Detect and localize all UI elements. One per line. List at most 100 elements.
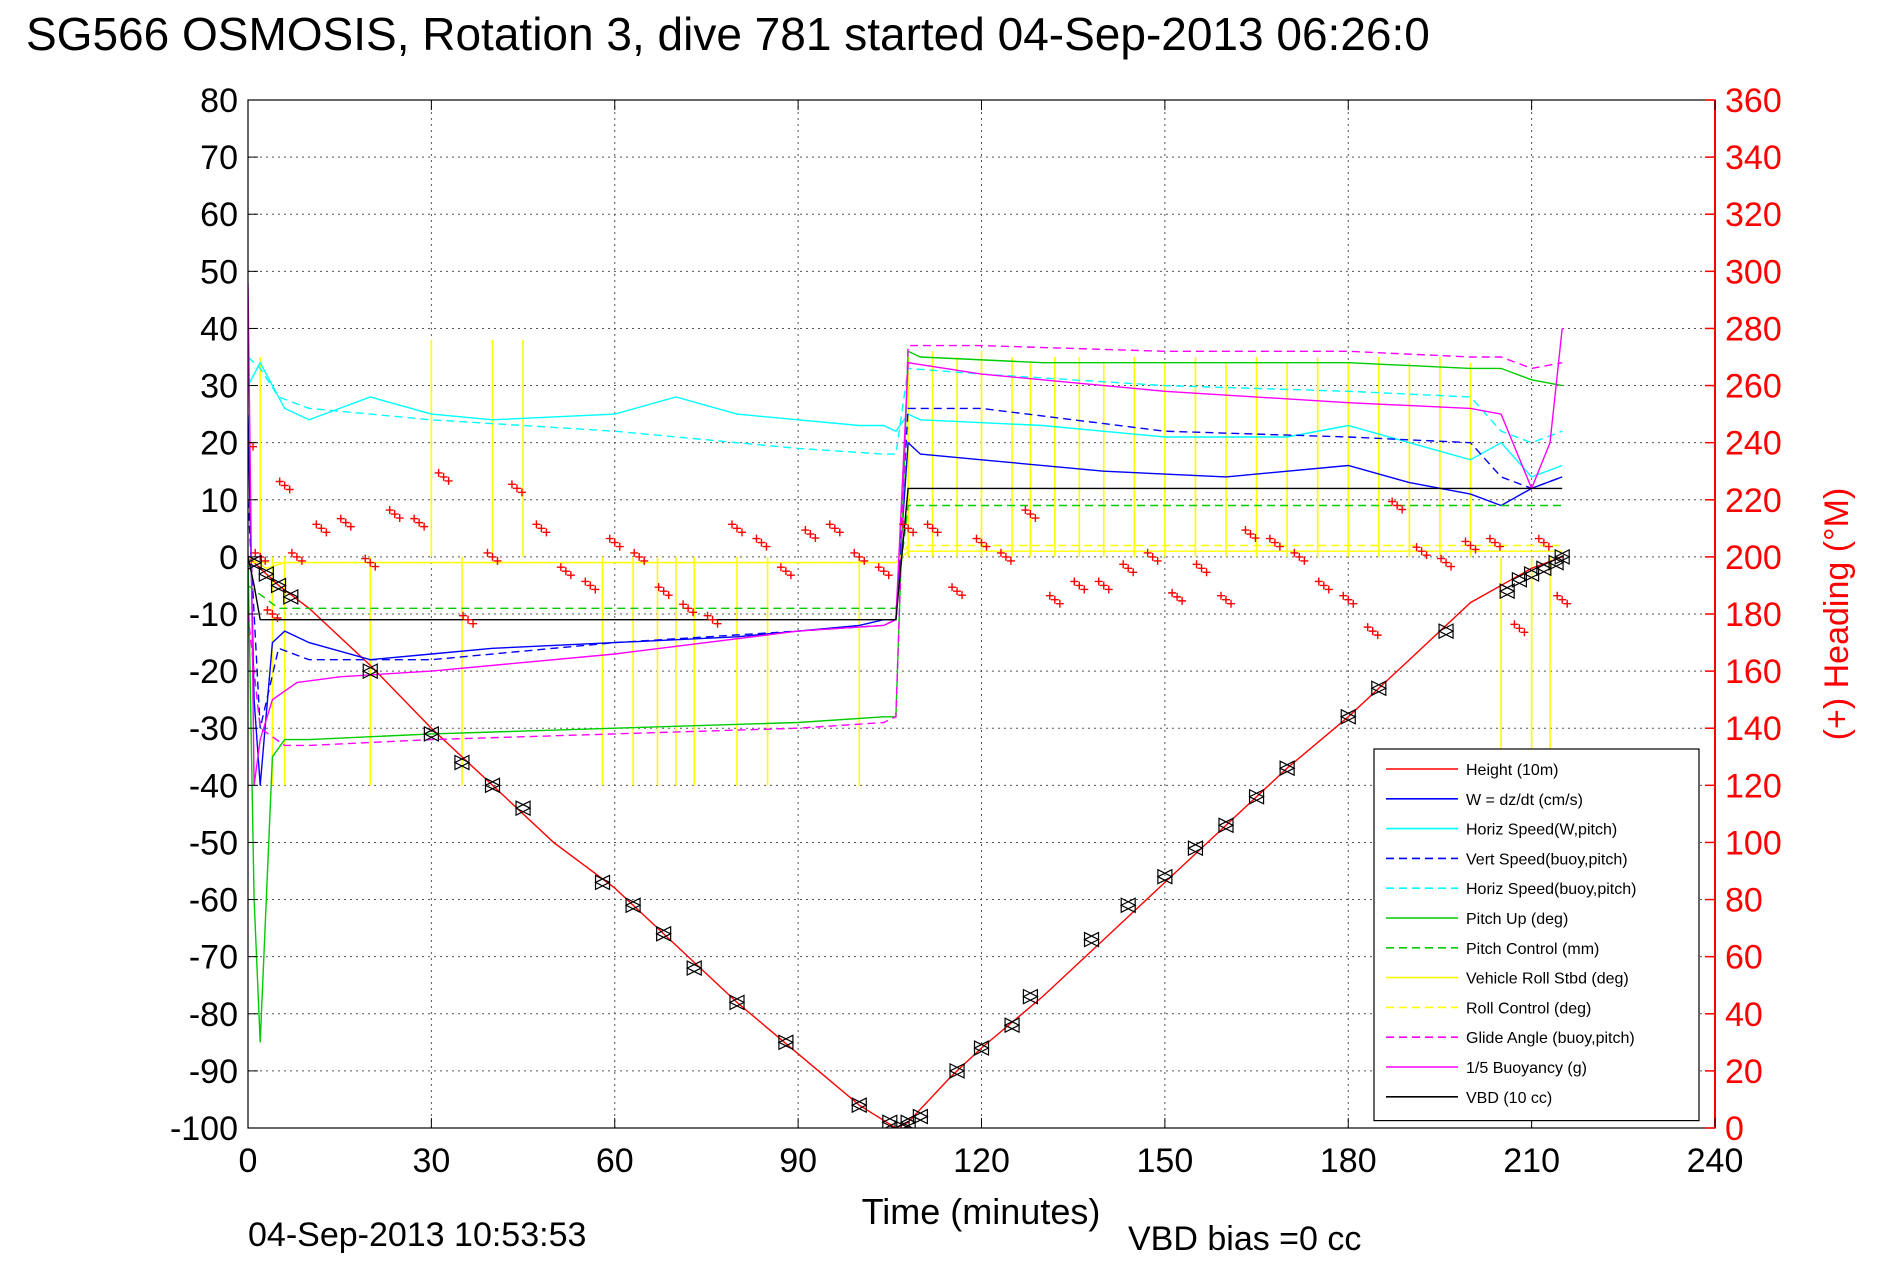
depth-marker [685, 960, 703, 977]
heading-marker [1368, 627, 1377, 636]
heading-marker [679, 600, 688, 609]
x-tick-label: 210 [1503, 1142, 1560, 1180]
heading-marker [850, 548, 859, 557]
y2-tick-label: 300 [1725, 253, 1782, 291]
depth-marker [270, 577, 287, 594]
depth-marker [1498, 583, 1516, 600]
depth-marker [1553, 548, 1571, 565]
heading-marker [517, 488, 526, 497]
heading-marker [762, 542, 771, 551]
heading-markers [248, 438, 1572, 640]
heading-marker [654, 583, 663, 592]
heading-marker [561, 567, 570, 576]
depth-marker [423, 725, 440, 742]
depth-marker [453, 754, 471, 771]
y2-tick-label: 260 [1725, 368, 1782, 406]
heading-marker [1485, 534, 1494, 543]
heading-marker [532, 520, 541, 529]
series-line [248, 504, 1563, 609]
heading-marker [1495, 542, 1504, 551]
depth-marker [361, 663, 379, 680]
heading-marker [249, 442, 257, 451]
heading-marker [977, 538, 986, 547]
heading-marker [1270, 538, 1279, 547]
chart-title: SG566 OSMOSIS, Rotation 3, dive 781 star… [26, 8, 1430, 60]
heading-marker [928, 524, 937, 533]
heading-marker [689, 608, 698, 617]
heading-marker [776, 563, 785, 572]
depth-marker [1083, 931, 1100, 948]
y2-tick-label: 220 [1725, 482, 1782, 520]
heading-marker [1241, 526, 1250, 535]
depth-marker [655, 925, 672, 942]
series-line [248, 361, 1563, 478]
heading-marker [1290, 548, 1299, 557]
y2-tick-label: 320 [1725, 196, 1782, 234]
heading-marker [556, 563, 565, 572]
heading-marker [1544, 542, 1553, 551]
heading-marker [1534, 534, 1543, 543]
y2-tick-label: 80 [1725, 882, 1763, 920]
heading-marker [904, 524, 913, 533]
y-tick-label: -80 [189, 996, 238, 1034]
heading-marker [317, 524, 326, 533]
heading-marker [948, 583, 957, 592]
heading-marker [835, 528, 844, 537]
heading-marker [605, 534, 614, 543]
y2-axis-label: (+) Heading (°M) [1818, 488, 1856, 741]
heading-marker [1197, 564, 1206, 573]
x-axis-ticks: 0 30 60 90 120 150 180 210 240 [239, 100, 1743, 1180]
roll-spikes [259, 339, 1551, 786]
heading-marker [1148, 552, 1157, 561]
depth-marker [1217, 817, 1235, 834]
heading-marker [1251, 534, 1260, 543]
heading-marker [483, 548, 492, 557]
heading-marker [664, 591, 673, 600]
heading-marker [757, 538, 766, 547]
heading-marker [1099, 581, 1108, 590]
heading-marker [708, 615, 717, 624]
depth-marker [248, 554, 263, 571]
heading-marker [1510, 620, 1519, 629]
heading-marker [1104, 585, 1113, 594]
y-tick-label: -70 [189, 939, 238, 977]
heading-marker [1119, 560, 1128, 569]
depth-marker [973, 1040, 990, 1057]
heading-marker [982, 542, 991, 551]
y2-tick-label: 340 [1725, 139, 1782, 177]
heading-marker [395, 514, 404, 523]
heading-marker [752, 534, 761, 543]
heading-marker [434, 468, 443, 477]
heading-marker [899, 520, 908, 529]
y-tick-label: -20 [189, 653, 238, 691]
heading-marker [566, 571, 575, 580]
depth-marker [1370, 680, 1388, 697]
heading-marker [781, 567, 790, 576]
y-tick-label: -40 [189, 767, 238, 805]
legend-label: Pitch Up (deg) [1466, 911, 1568, 928]
heading-marker [1471, 545, 1480, 554]
heading-marker [1461, 537, 1470, 546]
y2-tick-label: 100 [1725, 824, 1782, 862]
depth-marker [1547, 554, 1565, 571]
heading-marker [659, 587, 668, 596]
heading-marker [738, 528, 746, 537]
x-tick-label: 150 [1137, 1142, 1194, 1180]
series-line [248, 344, 1563, 747]
depth-marker [948, 1062, 966, 1079]
heading-marker [825, 520, 834, 529]
heading-marker [1153, 556, 1162, 565]
depth-marker [594, 874, 611, 891]
y-tick-label: 50 [200, 253, 238, 291]
heading-marker [390, 510, 399, 519]
x-tick-label: 30 [412, 1142, 450, 1180]
x-axis-label: Time (minutes) [862, 1191, 1101, 1232]
y-tick-label: -30 [189, 710, 238, 748]
heading-marker [615, 542, 624, 551]
legend-label: VBD (10 cc) [1466, 1090, 1552, 1107]
heading-marker [1143, 548, 1152, 557]
heading-marker [1202, 568, 1211, 577]
heading-marker [420, 522, 429, 531]
series-lines [248, 282, 1563, 1128]
